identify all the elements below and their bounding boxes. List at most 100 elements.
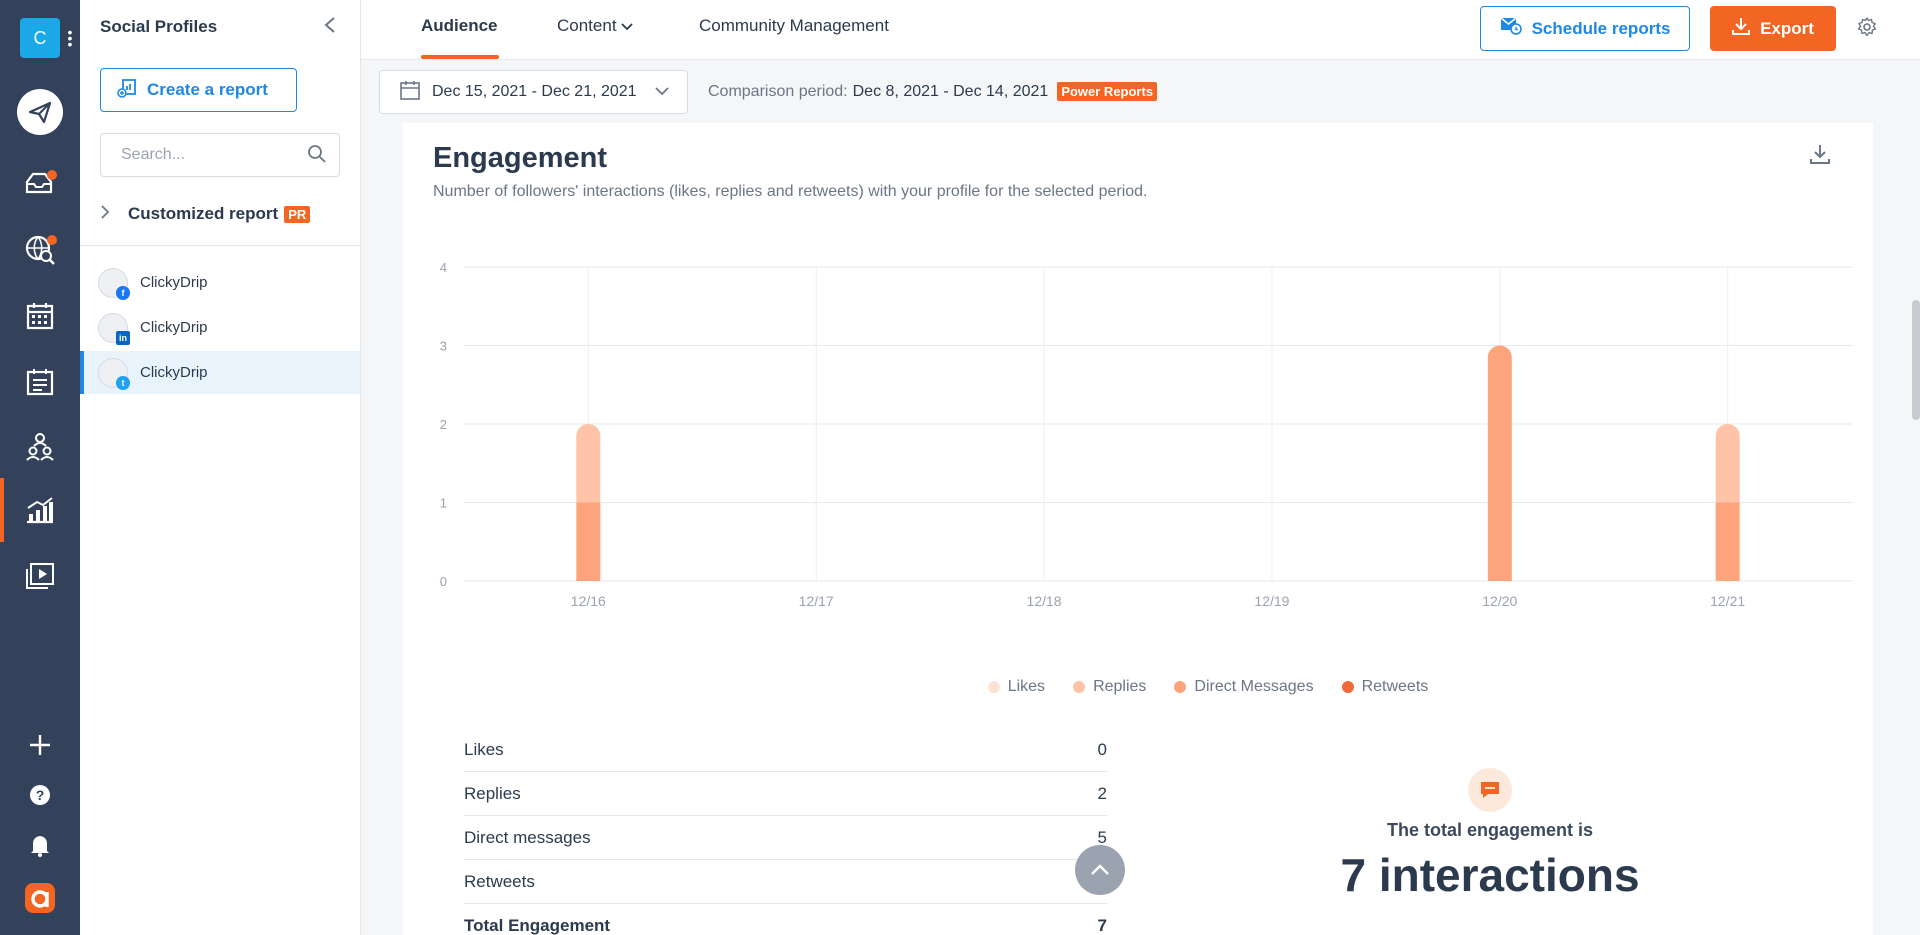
add-icon[interactable] (0, 730, 80, 760)
y-tick-label: 3 (440, 339, 447, 354)
chevron-down-icon (655, 83, 669, 101)
notifications-bell-icon[interactable] (0, 830, 80, 860)
download-chart-icon[interactable] (1809, 143, 1831, 170)
legend-label: Replies (1093, 678, 1147, 695)
tab-content-label: Content (557, 16, 617, 35)
download-icon (1732, 17, 1751, 40)
y-tick-label: 4 (440, 260, 447, 275)
tab-content[interactable]: Content (557, 16, 633, 36)
planner-icon[interactable] (0, 364, 80, 400)
x-tick-label: 12/17 (799, 593, 834, 609)
schedule-reports-button[interactable]: Schedule reports (1480, 6, 1690, 51)
stat-row-retweets: Retweets 0 (464, 860, 1107, 904)
workspace-menu-icon[interactable]: • • • (67, 24, 73, 52)
workspace-letter: C (33, 27, 47, 48)
workspace-avatar[interactable]: C (20, 18, 60, 58)
stat-value: 0 (1097, 739, 1107, 759)
comparison-label: Comparison period: (708, 82, 848, 100)
legend-label: Retweets (1361, 678, 1429, 695)
date-filter-row: Dec 15, 2021 - Dec 21, 2021 Comparison p… (361, 60, 1920, 123)
date-range-picker[interactable]: Dec 15, 2021 - Dec 21, 2021 (379, 70, 688, 114)
customized-report-group[interactable]: Customized report PR (100, 204, 311, 224)
power-reports-badge: Power Reports (1057, 82, 1158, 101)
legend-label: Direct Messages (1194, 678, 1314, 695)
profile-item-facebook[interactable]: f ClickyDrip (80, 261, 360, 304)
listening-icon[interactable] (0, 232, 80, 268)
settings-gear-icon[interactable] (1857, 17, 1877, 42)
export-label: Export (1760, 18, 1814, 38)
create-report-button[interactable]: Create a report (100, 68, 297, 112)
legend-swatch (1174, 681, 1187, 693)
engagement-title: Engagement (433, 142, 608, 174)
legend-swatch (1073, 681, 1086, 693)
total-engagement-value: 7 interactions (1340, 849, 1640, 901)
legend-swatch (987, 681, 1000, 693)
help-icon[interactable]: ? (0, 780, 80, 810)
stat-value: 2 (1097, 783, 1107, 803)
stat-value: 5 (1097, 827, 1107, 847)
avatar: in (98, 312, 130, 345)
stat-label: Retweets (464, 871, 535, 891)
stat-label: Likes (464, 739, 504, 759)
tab-audience[interactable]: Audience (421, 16, 498, 35)
x-tick-label: 12/16 (571, 593, 606, 609)
total-engagement-caption: The total engagement is (1386, 820, 1594, 840)
active-tab-indicator (421, 55, 499, 59)
listening-badge (47, 235, 57, 245)
publish-icon[interactable] (0, 89, 80, 135)
legend-item-retweets[interactable]: Retweets (1341, 678, 1429, 696)
y-tick-label: 0 (440, 574, 447, 589)
schedule-email-icon (1500, 17, 1522, 40)
stat-row-total: Total Engagement 7 (464, 904, 1107, 935)
media-library-icon[interactable] (0, 558, 80, 594)
panel-divider (80, 245, 360, 246)
comparison-value: Dec 8, 2021 - Dec 14, 2021 (852, 82, 1049, 100)
engagement-chat-icon (1468, 768, 1512, 812)
pr-badge: PR (284, 205, 311, 223)
tab-community-management[interactable]: Community Management (699, 16, 889, 35)
agorapulse-logo-icon[interactable] (0, 880, 80, 916)
chart-bar (1715, 502, 1740, 581)
profile-search-input[interactable]: Search... (100, 133, 340, 177)
linkedin-icon: in (116, 330, 130, 345)
legend-item-replies[interactable]: Replies (1073, 678, 1146, 696)
total-value: 7 (1097, 916, 1107, 935)
engagement-card: Engagement Number of followers' interact… (403, 123, 1873, 935)
chart-bar (1487, 345, 1512, 581)
inbox-icon[interactable] (0, 165, 80, 201)
total-label: Total Engagement (464, 916, 611, 935)
calendar-icon (400, 80, 420, 105)
date-range-value: Dec 15, 2021 - Dec 21, 2021 (432, 83, 637, 100)
profile-item-twitter[interactable]: t ClickyDrip (80, 351, 360, 394)
rail-active-indicator (0, 478, 4, 542)
legend-item-likes[interactable]: Likes (987, 678, 1046, 696)
legend-swatch (1341, 681, 1354, 693)
comparison-period: Comparison period: Dec 8, 2021 - Dec 14,… (708, 82, 1158, 101)
analytics-icon[interactable] (0, 492, 80, 528)
twitter-icon: t (116, 375, 130, 390)
stat-row-likes: Likes 0 (464, 728, 1107, 772)
page-scrollbar[interactable] (1912, 300, 1920, 420)
profile-item-linkedin[interactable]: in ClickyDrip (80, 306, 360, 349)
app-rail: C • • • ? (0, 0, 80, 935)
chart-bar (576, 424, 601, 503)
legend-item-direct-messages[interactable]: Direct Messages (1174, 678, 1314, 696)
report-tabs-bar: Audience Content Community Management Sc… (361, 0, 1920, 60)
search-placeholder: Search... (121, 146, 186, 163)
panel-title: Social Profiles (100, 17, 218, 36)
team-icon[interactable] (0, 428, 80, 464)
stat-label: Direct messages (464, 827, 591, 847)
social-profiles-panel: Social Profiles Create a report Search..… (80, 0, 361, 935)
calendar-icon[interactable] (0, 298, 80, 334)
scroll-to-top-button[interactable] (1075, 845, 1125, 895)
chart-bar (576, 502, 601, 581)
collapse-panel-chevron-left-icon[interactable] (323, 16, 337, 39)
x-tick-label: 12/19 (1254, 593, 1289, 609)
create-report-label: Create a report (147, 80, 268, 99)
legend-label: Likes (1007, 678, 1046, 695)
profile-name: ClickyDrip (140, 274, 208, 291)
x-tick-label: 12/20 (1482, 593, 1517, 609)
export-button[interactable]: Export (1710, 6, 1836, 51)
x-tick-label: 12/18 (1027, 593, 1062, 609)
stat-row-direct-messages: Direct messages 5 (464, 816, 1107, 860)
